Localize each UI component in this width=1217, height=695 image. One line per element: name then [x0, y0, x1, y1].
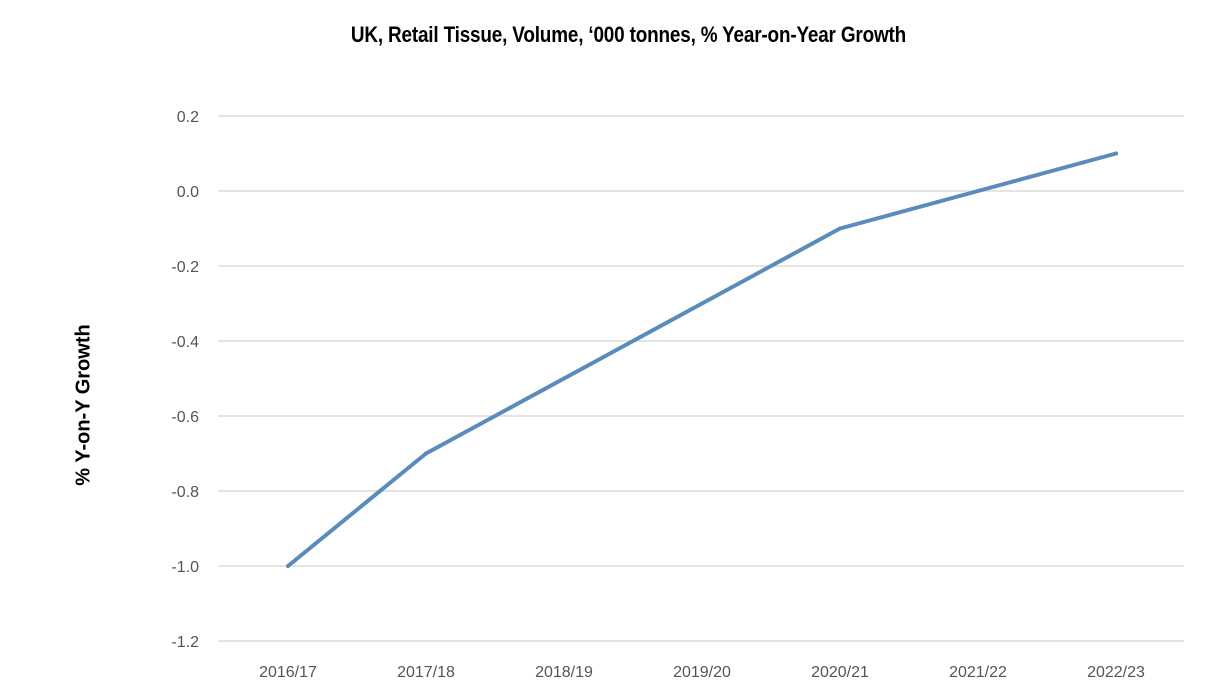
chart-title: UK, Retail Tissue, Volume, ‘000 tonnes, …	[350, 22, 907, 47]
y-tick-label: -0.4	[171, 334, 199, 351]
gridlines	[218, 115, 1184, 642]
y-tick-label: -1.2	[171, 634, 199, 651]
data-point	[1114, 151, 1118, 156]
x-tick-label: 2020/21	[811, 664, 869, 681]
y-tick-label: -1.0	[171, 559, 199, 576]
y-axis-ticks: 0.2 0.0 -0.2 -0.4 -0.6 -0.8 -1.0 -1.2	[171, 109, 199, 651]
data-point	[976, 189, 980, 193]
series-layer	[286, 151, 1118, 568]
y-tick-label: -0.6	[171, 409, 199, 426]
data-point	[424, 451, 428, 456]
x-axis-ticks: 2016/17 2017/18 2018/19 2019/20 2020/21 2021/…	[259, 664, 1145, 681]
data-point	[700, 301, 704, 306]
x-tick-label: 2019/20	[673, 664, 731, 681]
y-tick-label: 0.0	[177, 184, 199, 201]
x-tick-label: 2022/23	[1087, 664, 1145, 681]
data-point	[838, 226, 842, 231]
x-tick-label: 2017/18	[397, 664, 455, 681]
y-tick-label: -0.2	[171, 259, 199, 276]
x-tick-label: 2021/22	[949, 664, 1007, 681]
y-tick-label: -0.8	[171, 484, 199, 501]
y-tick-label: 0.2	[177, 109, 199, 126]
x-tick-label: 2018/19	[535, 664, 593, 681]
data-point	[286, 564, 290, 568]
x-tick-label: 2016/17	[259, 664, 317, 681]
data-point	[562, 376, 566, 381]
series-line	[286, 151, 1118, 568]
